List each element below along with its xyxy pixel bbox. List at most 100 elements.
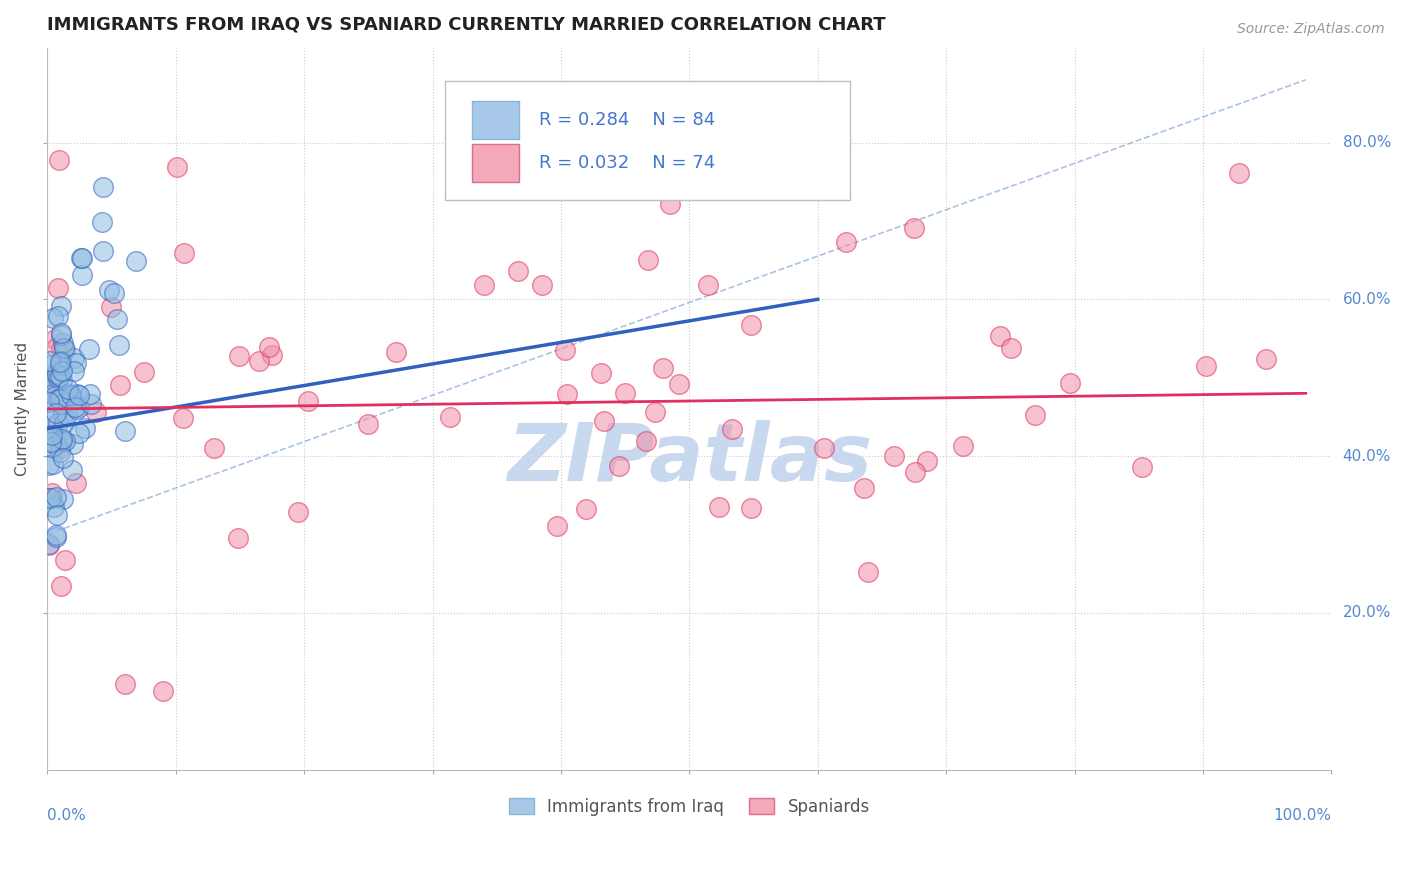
Point bbox=[53, 416, 76, 430]
Point bbox=[79, 342, 101, 356]
Point bbox=[72, 268, 94, 282]
Point bbox=[1000, 341, 1022, 355]
Point bbox=[39, 491, 62, 505]
Point bbox=[51, 579, 73, 593]
Point bbox=[56, 382, 79, 396]
Point bbox=[53, 343, 76, 358]
Point bbox=[108, 378, 131, 392]
Point bbox=[67, 426, 90, 441]
Point bbox=[65, 476, 87, 491]
Point bbox=[53, 434, 76, 449]
Point bbox=[114, 677, 136, 691]
Legend: Immigrants from Iraq, Spaniards: Immigrants from Iraq, Spaniards bbox=[502, 791, 876, 822]
Point bbox=[105, 312, 128, 326]
Point bbox=[45, 382, 67, 396]
Point bbox=[546, 519, 568, 533]
Point bbox=[38, 395, 60, 409]
Point bbox=[124, 254, 146, 268]
Point bbox=[172, 411, 194, 425]
Point bbox=[100, 300, 122, 314]
Point bbox=[48, 444, 70, 458]
Point bbox=[697, 278, 720, 293]
Text: 60.0%: 60.0% bbox=[1343, 292, 1391, 307]
Text: 100.0%: 100.0% bbox=[1274, 808, 1331, 823]
Point bbox=[63, 401, 86, 415]
Point bbox=[48, 417, 70, 431]
Point bbox=[65, 356, 87, 370]
Point bbox=[607, 459, 630, 474]
Point bbox=[49, 442, 72, 456]
Text: 20.0%: 20.0% bbox=[1343, 606, 1391, 620]
FancyBboxPatch shape bbox=[446, 81, 849, 200]
Point bbox=[1059, 376, 1081, 391]
Point bbox=[67, 388, 90, 402]
Point bbox=[51, 432, 73, 446]
Point bbox=[357, 417, 380, 432]
Point bbox=[634, 434, 657, 448]
Point bbox=[73, 421, 96, 435]
Point bbox=[652, 361, 675, 376]
Point bbox=[38, 458, 60, 473]
Point bbox=[98, 283, 121, 297]
Point bbox=[173, 246, 195, 260]
Point bbox=[38, 421, 60, 435]
Text: 0.0%: 0.0% bbox=[48, 808, 86, 823]
Text: 40.0%: 40.0% bbox=[1343, 449, 1391, 464]
Point bbox=[53, 342, 76, 356]
Point bbox=[46, 368, 69, 382]
Point bbox=[44, 428, 66, 442]
Point bbox=[385, 345, 408, 359]
Point bbox=[202, 441, 225, 455]
Point bbox=[287, 504, 309, 518]
Point bbox=[58, 387, 80, 401]
Point bbox=[988, 328, 1011, 343]
Point bbox=[720, 422, 742, 436]
Point bbox=[48, 153, 70, 167]
Point bbox=[51, 342, 73, 356]
Point bbox=[62, 437, 84, 451]
Point bbox=[45, 438, 67, 452]
Point bbox=[38, 537, 60, 551]
Point bbox=[49, 358, 72, 372]
Point bbox=[44, 389, 66, 403]
Point bbox=[740, 318, 762, 333]
Point bbox=[91, 215, 114, 229]
Point bbox=[903, 221, 925, 235]
Point bbox=[63, 364, 86, 378]
FancyBboxPatch shape bbox=[472, 101, 519, 138]
Point bbox=[41, 427, 63, 442]
Point bbox=[42, 500, 65, 515]
Point bbox=[51, 373, 73, 387]
Point bbox=[49, 300, 72, 314]
Point bbox=[42, 310, 65, 325]
Point bbox=[62, 351, 84, 365]
Point bbox=[38, 353, 60, 368]
Point bbox=[84, 405, 107, 419]
Point bbox=[856, 565, 879, 579]
Point bbox=[51, 397, 73, 411]
Point bbox=[709, 500, 731, 514]
Point bbox=[48, 355, 70, 369]
Text: R = 0.032    N = 74: R = 0.032 N = 74 bbox=[538, 154, 716, 172]
Point bbox=[60, 463, 83, 477]
Point bbox=[45, 406, 67, 420]
Point bbox=[70, 252, 93, 266]
Point bbox=[46, 309, 69, 323]
Text: R = 0.284    N = 84: R = 0.284 N = 84 bbox=[538, 111, 716, 128]
Point bbox=[228, 349, 250, 363]
Point bbox=[554, 343, 576, 357]
Point bbox=[813, 441, 835, 455]
Point bbox=[53, 553, 76, 567]
Point bbox=[41, 386, 63, 401]
Point bbox=[1254, 352, 1277, 367]
Point bbox=[658, 197, 681, 211]
Point bbox=[531, 278, 554, 293]
Text: IMMIGRANTS FROM IRAQ VS SPANIARD CURRENTLY MARRIED CORRELATION CHART: IMMIGRANTS FROM IRAQ VS SPANIARD CURRENT… bbox=[48, 15, 886, 33]
Text: Source: ZipAtlas.com: Source: ZipAtlas.com bbox=[1237, 22, 1385, 37]
Point bbox=[66, 387, 89, 401]
Point bbox=[132, 365, 155, 379]
Point bbox=[41, 486, 63, 500]
Point bbox=[51, 434, 73, 449]
Point bbox=[614, 386, 637, 401]
Point bbox=[226, 531, 249, 545]
